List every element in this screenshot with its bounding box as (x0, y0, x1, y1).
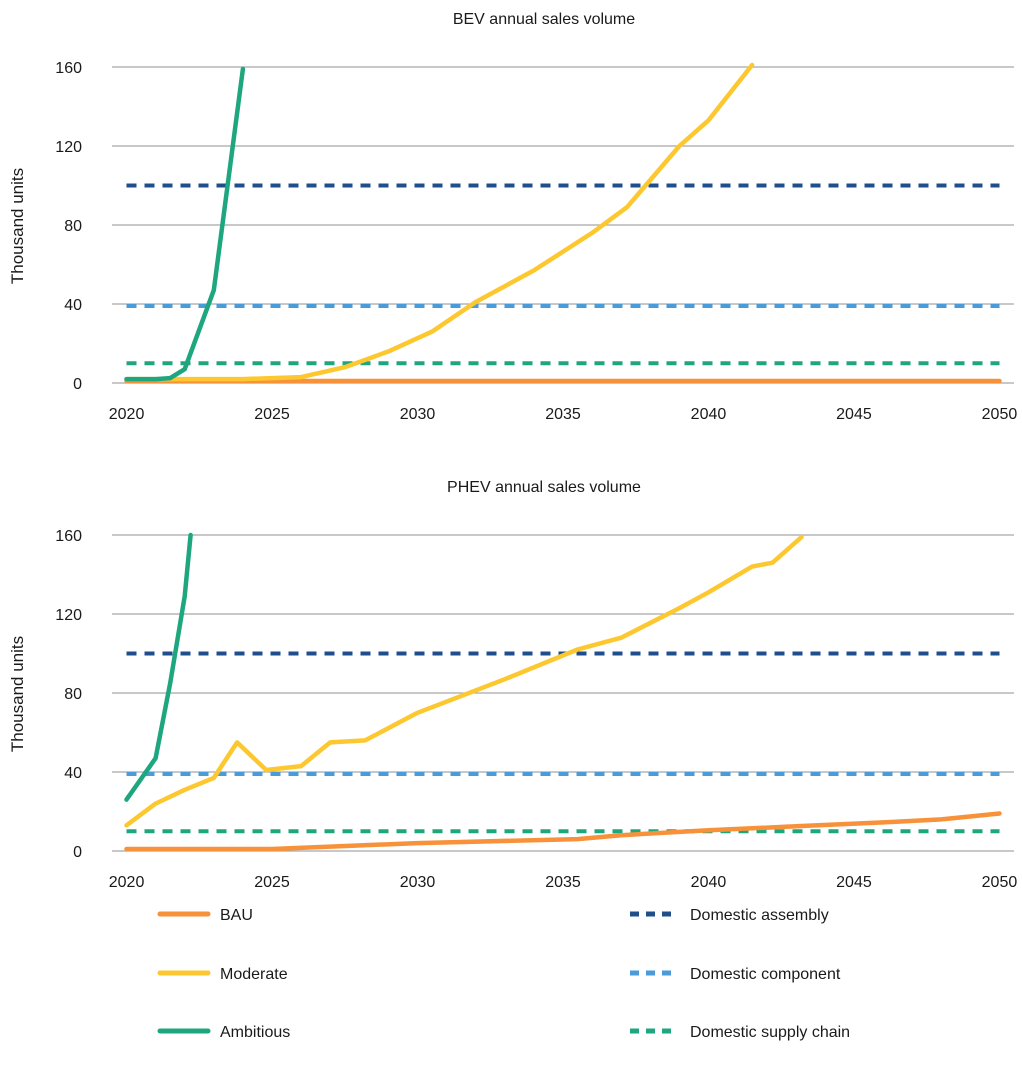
x-tick-label: 2040 (691, 874, 727, 891)
legend-label-ambitious: Ambitious (220, 1024, 290, 1041)
chart-phev-annual-sales: PHEV annual sales volume Thousand units … (8, 479, 1017, 891)
y-tick-label: 160 (55, 60, 82, 77)
chart-title: BEV annual sales volume (453, 11, 635, 28)
legend-label-domestic-assembly: Domestic assembly (690, 907, 829, 924)
tick-labels: 0 40 80 120 160 2020 2025 2030 2035 2040 2045 2050 (55, 60, 1017, 423)
y-tick-label: 160 (55, 528, 82, 545)
series-line-bau (124, 811, 1002, 852)
x-tick-label: 2030 (400, 406, 436, 423)
x-tick-label: 2035 (545, 406, 581, 423)
y-tick-label: 120 (55, 607, 82, 624)
y-tick-label: 80 (64, 218, 82, 235)
legend-label-moderate: Moderate (220, 966, 288, 983)
y-axis-label: Thousand units (8, 636, 27, 752)
grid (112, 66, 1014, 384)
x-tick-label: 2025 (254, 406, 290, 423)
y-tick-label: 80 (64, 686, 82, 703)
legend-label-domestic-supply-chain: Domestic supply chain (690, 1024, 850, 1041)
chart-bev-annual-sales: BEV annual sales volume Thousand units 0… (8, 11, 1017, 423)
series-group (124, 62, 1002, 384)
y-tick-label: 0 (73, 376, 82, 393)
x-tick-label: 2050 (982, 874, 1018, 891)
x-tick-label: 2050 (982, 406, 1018, 423)
x-tick-label: 2045 (836, 406, 872, 423)
x-tick-label: 2025 (254, 874, 290, 891)
legend-label-bau: BAU (220, 907, 253, 924)
series-line-moderate (124, 534, 804, 828)
y-tick-label: 40 (64, 297, 82, 314)
x-tick-label: 2045 (836, 874, 872, 891)
y-tick-label: 40 (64, 765, 82, 782)
series-group (124, 532, 1002, 852)
legend-label-domestic-component: Domestic component (690, 966, 841, 983)
grid (112, 534, 1014, 852)
y-tick-label: 0 (73, 844, 82, 861)
series-line-ambitious (124, 66, 246, 382)
chart-title: PHEV annual sales volume (447, 479, 641, 496)
y-axis-label: Thousand units (8, 168, 27, 284)
series-line-moderate (124, 62, 755, 382)
legend: BAU Moderate Ambitious Domestic assembly Dom… (157, 907, 850, 1041)
x-tick-label: 2020 (109, 874, 145, 891)
x-tick-label: 2020 (109, 406, 145, 423)
series-line-ambitious (124, 532, 193, 802)
x-tick-label: 2035 (545, 874, 581, 891)
x-tick-label: 2030 (400, 874, 436, 891)
tick-labels: 0 40 80 120 160 2020 2025 2030 2035 2040 2045 2050 (55, 528, 1017, 891)
y-tick-label: 120 (55, 139, 82, 156)
x-tick-label: 2040 (691, 406, 727, 423)
